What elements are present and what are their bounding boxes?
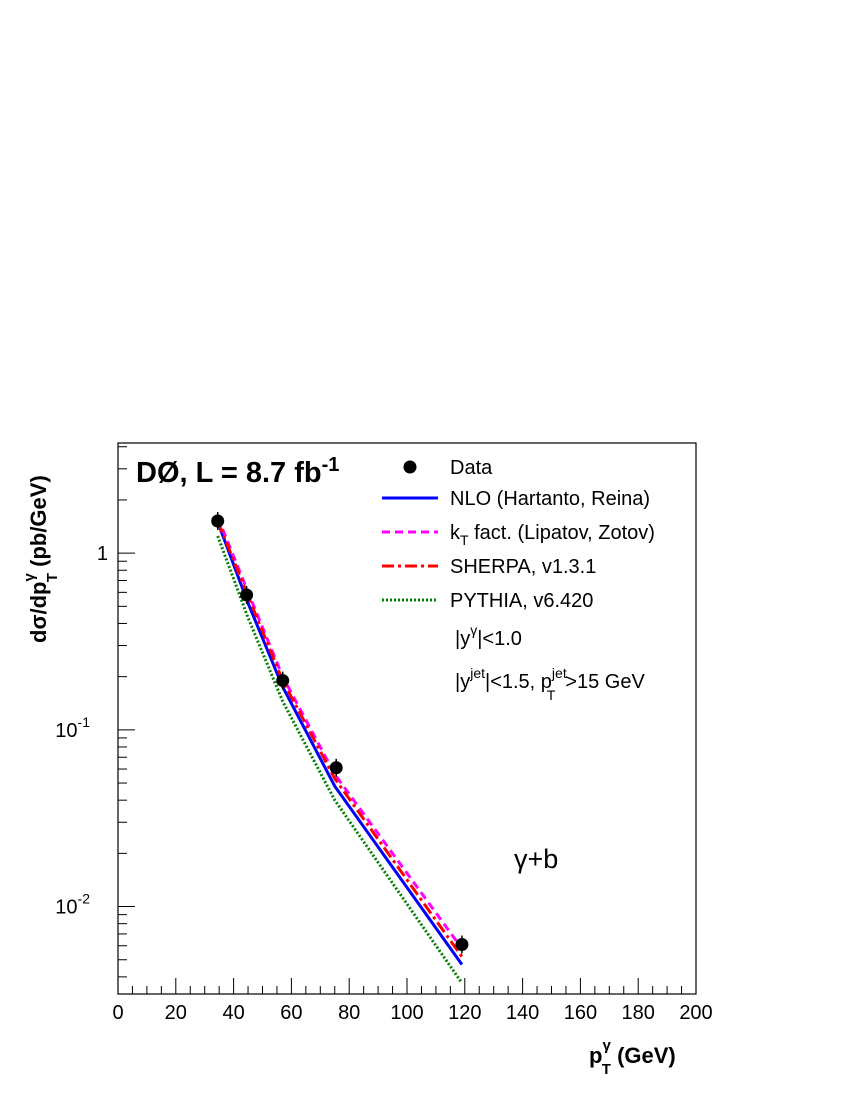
x-axis-label-sup: γ (602, 1037, 611, 1054)
legend-pythia-label: PYTHIA, v6.420 (450, 590, 593, 612)
x-tick-label: 180 (622, 1002, 655, 1024)
cut2-b: |<1.5, p (485, 671, 552, 693)
cut2-a: |y (455, 671, 470, 693)
legend-data-marker (403, 460, 417, 474)
x-tick-label: 60 (280, 1002, 302, 1024)
y-tick-label-base: 10 (55, 720, 77, 742)
y-axis-tick-labels: 110-110-2 (55, 543, 108, 918)
data-point (329, 761, 343, 775)
x-axis-tick-labels: 0 20 40 60 80 100 120 140 160 180 200 (112, 1002, 712, 1024)
x-tick-label: 120 (448, 1002, 481, 1024)
legend-kt-k: k (450, 522, 461, 544)
cut-annotations: |yγ|<1.0 |yjet|<1.5, pjet T>15 GeV (455, 622, 645, 703)
cut1-sup: γ (470, 622, 477, 638)
x-tick-label: 20 (165, 1002, 187, 1024)
y-tick-label-exp: -1 (78, 714, 91, 730)
data-point (240, 588, 254, 602)
chart-title: DØ, L = 8.7 fb-1 (136, 454, 339, 489)
x-tick-label: 200 (679, 1002, 712, 1024)
legend-sherpa-label: SHERPA, v1.3.1 (450, 556, 596, 578)
x-axis-label: pγ T (GeV) (589, 1037, 676, 1078)
y-axis-label-sub: T (44, 573, 61, 582)
y-axis-label-main: dσ/dp (26, 582, 51, 643)
legend-kt-sub: T (460, 532, 469, 548)
cut1-b: |<1.0 (477, 628, 522, 650)
cut2-sup: jet (469, 665, 485, 681)
legend-data-label: Data (450, 457, 493, 479)
y-axis-label-sup: γ (21, 573, 38, 582)
cut2-sub: T (547, 687, 556, 703)
chart-title-sup: -1 (322, 454, 340, 476)
legend-kt-label: kT fact. (Lipatov, Zotov) (450, 522, 655, 548)
y-tick-label: 10-1 (55, 714, 90, 742)
x-tick-label: 160 (564, 1002, 597, 1024)
cut-annotation-photon: |yγ|<1.0 (455, 622, 522, 650)
legend-kt-rest: fact. (Lipatov, Zotov) (469, 522, 655, 544)
x-tick-label: 100 (390, 1002, 423, 1024)
x-axis-label-sub: T (602, 1061, 611, 1078)
x-axis-ticks (117, 978, 697, 994)
process-label: γ+b (514, 844, 558, 874)
x-tick-label: 80 (338, 1002, 360, 1024)
legend-nlo-label: NLO (Hartanto, Reina) (450, 488, 650, 510)
x-tick-label: 140 (506, 1002, 539, 1024)
y-axis-ticks (118, 446, 135, 978)
y-tick-label: 10-2 (55, 891, 90, 919)
y-tick-label-exp: -2 (78, 891, 91, 907)
series-line-dashed (216, 516, 464, 950)
x-axis-label-main: p (589, 1043, 602, 1068)
y-axis-label: dσ/dpγ T (pb/GeV) (21, 475, 61, 643)
cut2-sup2: jet (551, 665, 567, 681)
data-point (455, 937, 469, 951)
chart-title-text: DØ, L = 8.7 fb (136, 457, 322, 489)
series-lines (216, 516, 464, 984)
series-line-dashdot (216, 520, 464, 958)
data-point (211, 514, 225, 528)
x-tick-label: 0 (112, 1002, 123, 1024)
cut2-c: >15 GeV (565, 671, 645, 693)
y-tick-label-base: 10 (55, 897, 77, 919)
y-tick-label: 1 (97, 543, 108, 565)
x-tick-label: 40 (222, 1002, 244, 1024)
data-point (276, 674, 290, 688)
cut1-a: |y (455, 628, 470, 650)
x-axis-label-rest: (GeV) (611, 1043, 676, 1068)
series-line-dotted (216, 535, 464, 984)
cut-annotation-jet: |yjet|<1.5, pjet T>15 GeV (455, 665, 645, 703)
data-points (211, 512, 469, 954)
legend: Data NLO (Hartanto, Reina) kT fact. (Lip… (382, 457, 655, 612)
y-axis-label-rest: (pb/GeV) (26, 475, 51, 573)
